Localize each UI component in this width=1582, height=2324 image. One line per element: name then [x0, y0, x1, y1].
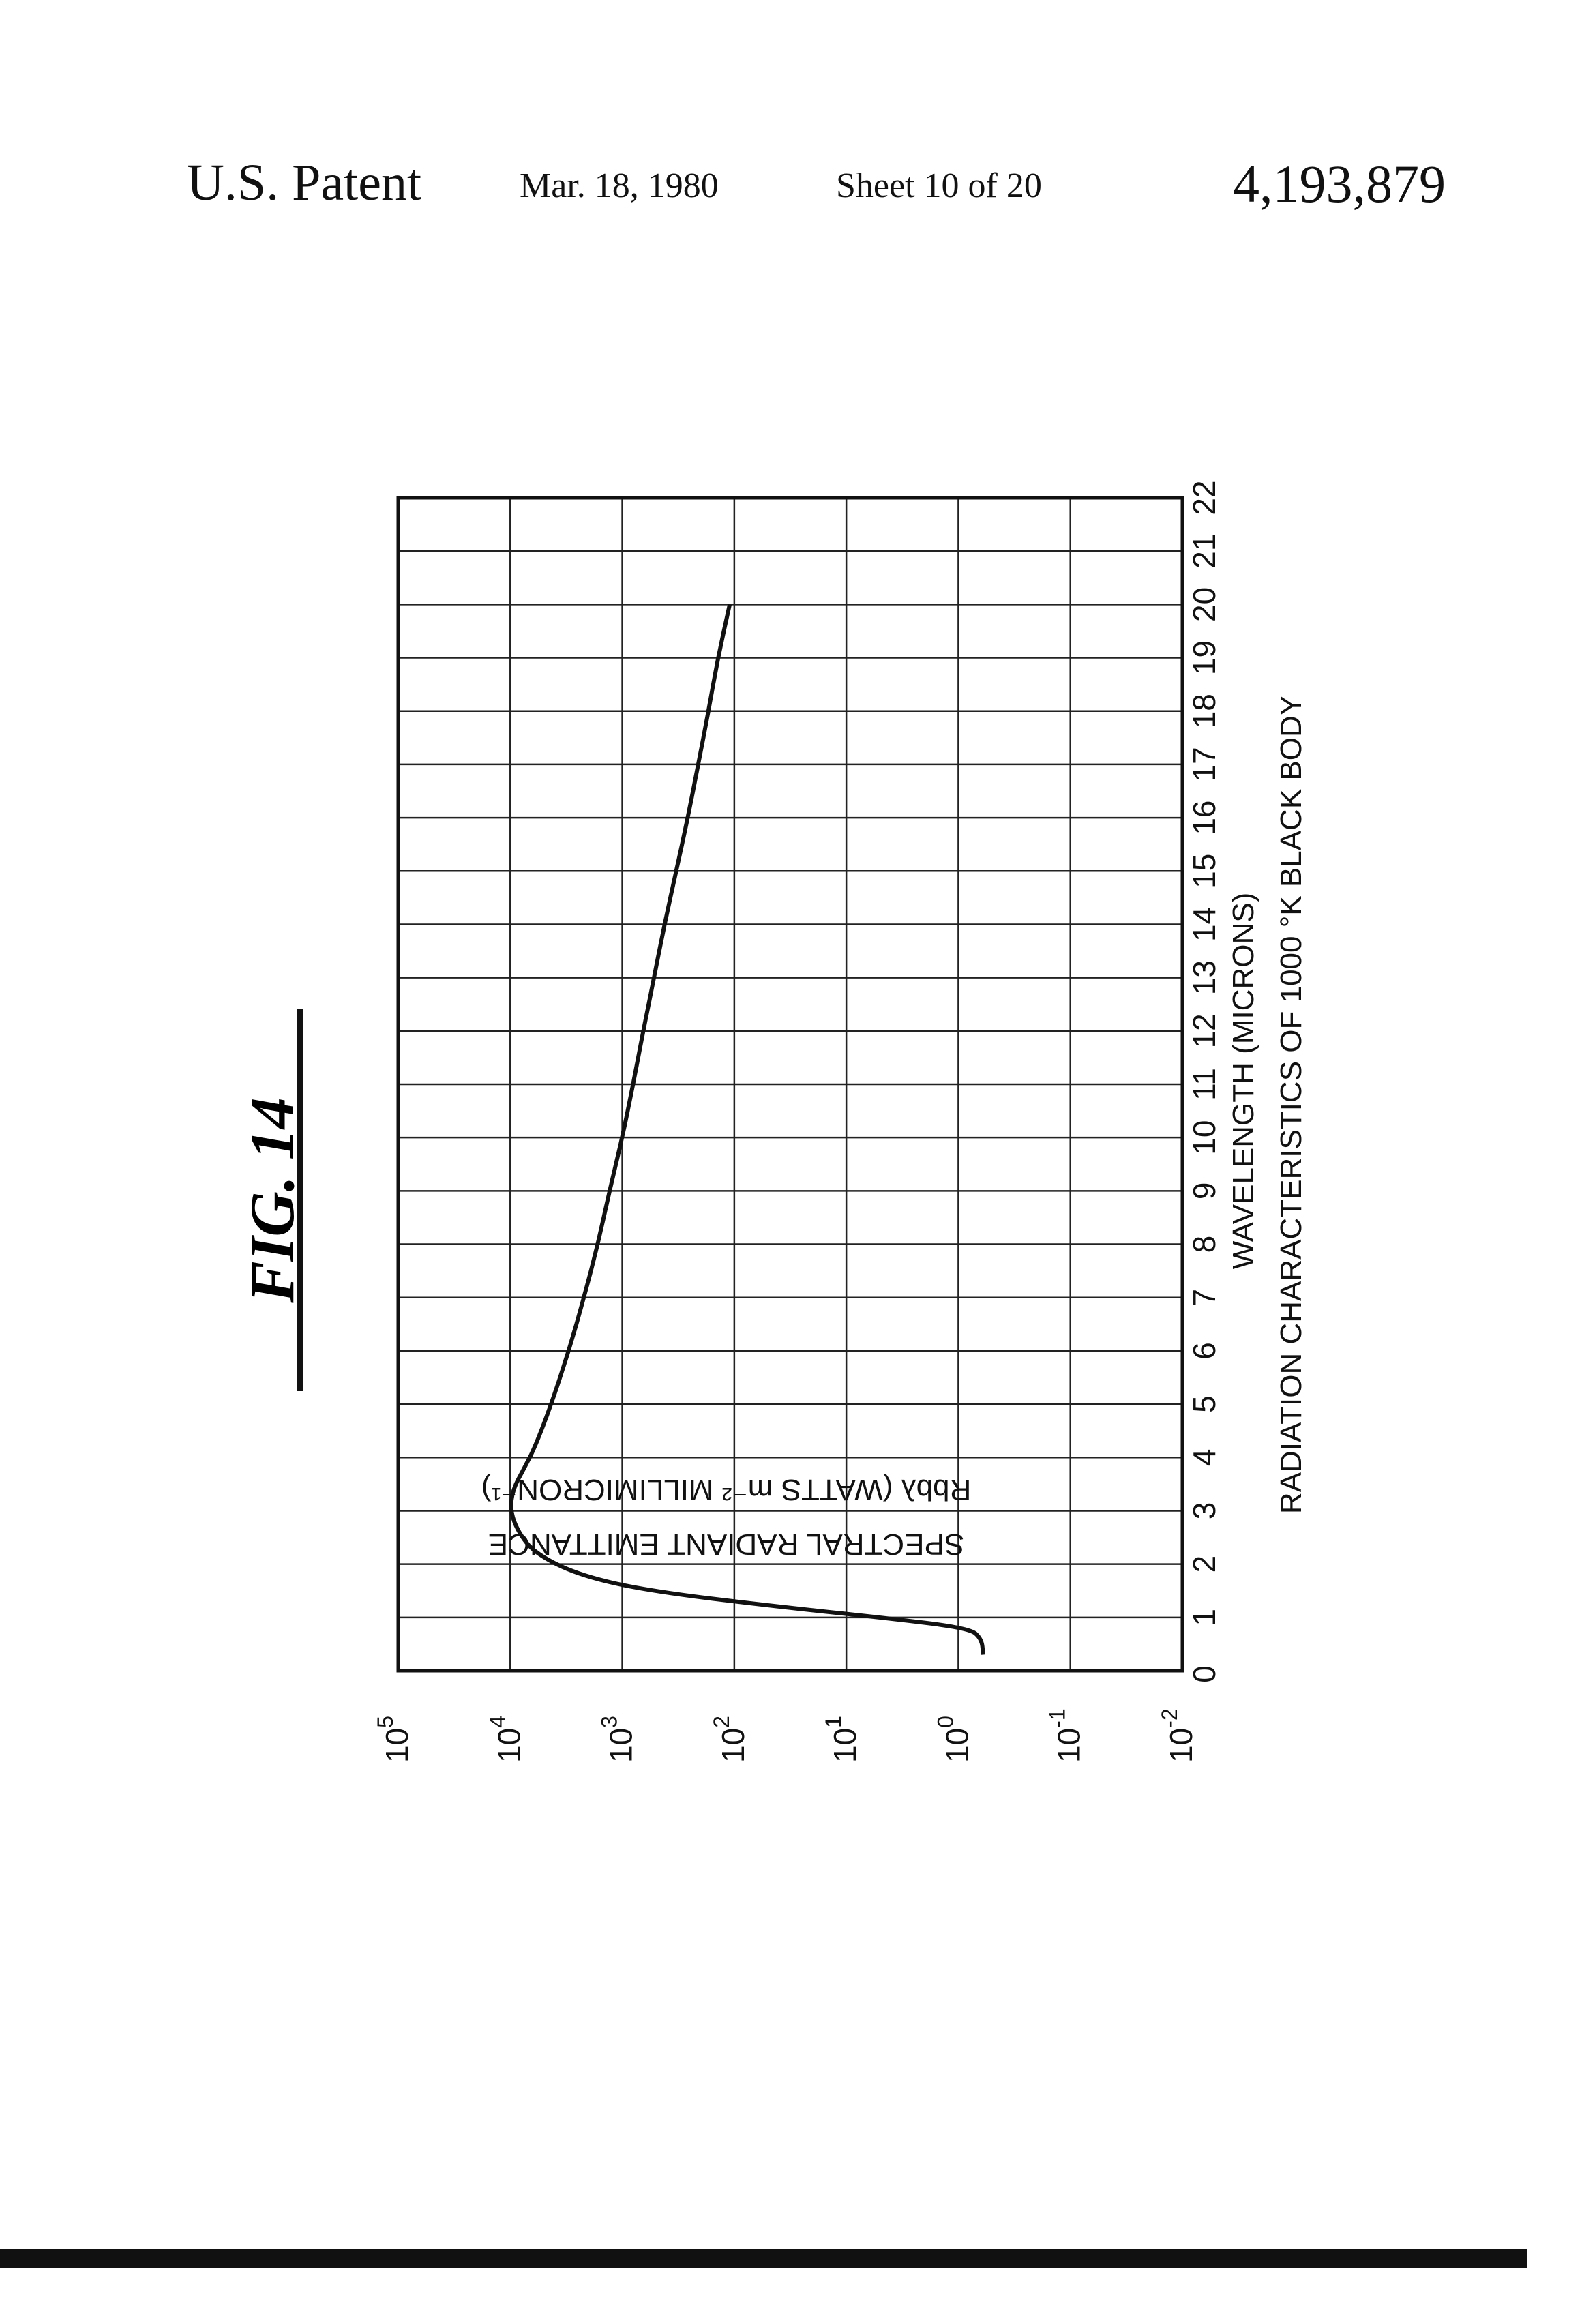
x-tick-label: 3 — [1186, 1502, 1222, 1520]
grid-horizontal-lines — [398, 551, 1182, 1618]
x-tick-label: 22 — [1186, 480, 1222, 515]
page-bottom-rule — [0, 2249, 1527, 2268]
x-tick-label: 13 — [1186, 960, 1222, 995]
y-tick-label: 102 — [709, 1716, 751, 1763]
x-tick-label: 6 — [1186, 1342, 1222, 1360]
x-tick-label: 0 — [1186, 1665, 1222, 1683]
x-tick-label: 17 — [1186, 747, 1222, 781]
y-axis-label-units: Rbbλ (WATTS m⁻² MILLIMICRON⁻¹) — [481, 1473, 972, 1506]
wavelength-tick-labels: 012345678910111213141516171819202122 — [1186, 480, 1222, 1682]
chart-title: RADIATION CHARACTERISTICS OF 1000 °K BLA… — [1274, 696, 1308, 1514]
x-tick-label: 19 — [1186, 640, 1222, 675]
x-tick-label: 14 — [1186, 907, 1222, 942]
x-tick-label: 4 — [1186, 1448, 1222, 1466]
x-tick-label: 9 — [1186, 1182, 1222, 1200]
y-tick-label: 104 — [485, 1716, 526, 1763]
y-tick-label: 101 — [821, 1716, 863, 1763]
x-tick-label: 18 — [1186, 694, 1222, 728]
x-tick-label: 15 — [1186, 854, 1222, 889]
figure-label: FIG. 14 — [237, 1097, 307, 1304]
x-tick-label: 20 — [1186, 587, 1222, 622]
x-tick-label: 16 — [1186, 801, 1222, 835]
x-tick-label: 10 — [1186, 1120, 1222, 1155]
y-tick-label: 10-2 — [1157, 1708, 1199, 1763]
x-tick-label: 7 — [1186, 1289, 1222, 1307]
x-tick-label: 21 — [1186, 534, 1222, 569]
x-tick-label: 2 — [1186, 1555, 1222, 1573]
x-tick-label: 11 — [1186, 1068, 1222, 1101]
y-tick-label: 103 — [597, 1716, 639, 1763]
x-axis-label: WAVELENGTH (MICRONS) — [1227, 893, 1260, 1269]
y-axis-label: SPECTRAL RADIANT EMITTANCE — [488, 1528, 964, 1561]
x-tick-label: 1 — [1186, 1609, 1222, 1626]
emittance-tick-labels: 105 104 103 102 101 100 10-1 10-2 — [373, 1708, 1199, 1763]
y-tick-label: 100 — [933, 1716, 974, 1763]
x-tick-label: 12 — [1186, 1013, 1222, 1048]
x-tick-label: 8 — [1186, 1236, 1222, 1253]
x-tick-label: 5 — [1186, 1395, 1222, 1413]
y-tick-label: 105 — [373, 1716, 415, 1763]
y-tick-label: 10-1 — [1045, 1708, 1087, 1763]
